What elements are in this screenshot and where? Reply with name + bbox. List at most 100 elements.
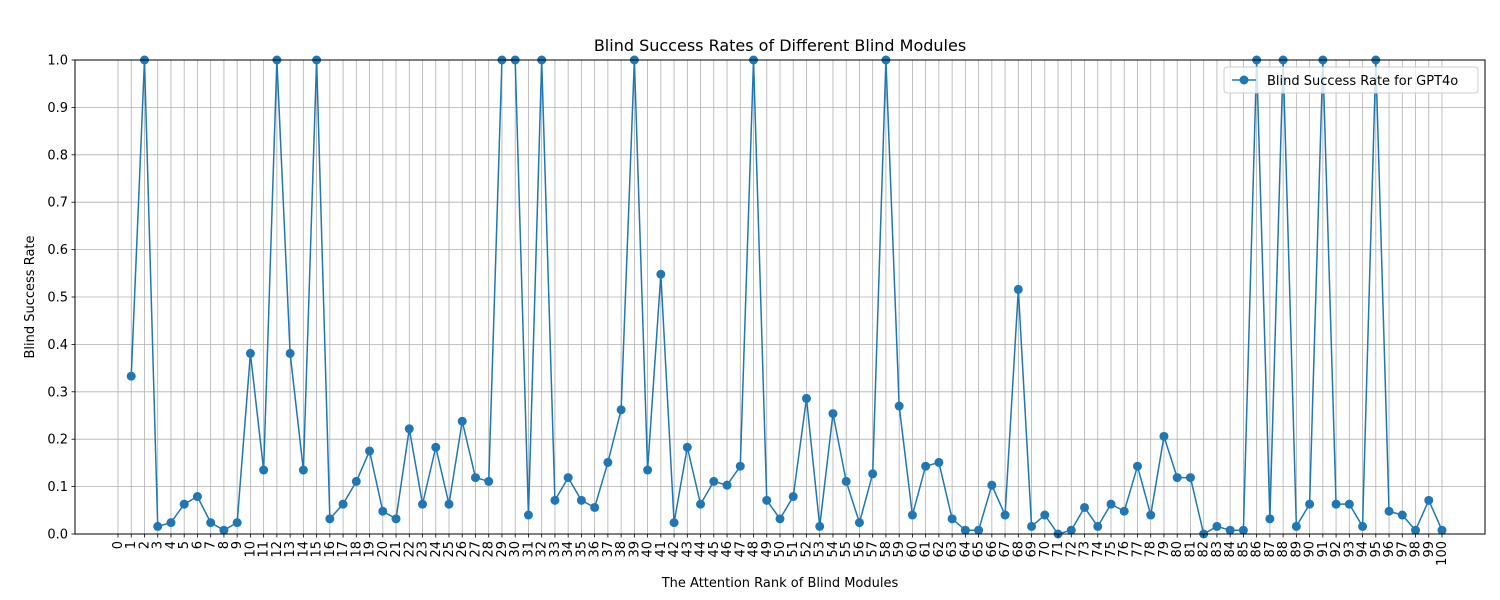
- data-point: [365, 446, 375, 456]
- x-tick-label: 19: [363, 541, 378, 558]
- data-point: [1013, 284, 1023, 294]
- data-point: [179, 499, 189, 509]
- x-tick-label: 2: [137, 541, 152, 549]
- x-tick-label: 98: [1409, 541, 1424, 558]
- x-tick-label: 3: [151, 541, 166, 549]
- data-point: [166, 518, 176, 528]
- x-tick-label: 89: [1289, 541, 1304, 558]
- x-tick-label: 70: [1038, 541, 1053, 558]
- x-tick-label: 48: [747, 541, 762, 558]
- data-point: [590, 502, 600, 512]
- x-tick-label: 92: [1329, 541, 1344, 558]
- x-tick-label: 8: [217, 541, 232, 549]
- x-tick-label: 26: [455, 541, 470, 558]
- x-tick-label: 46: [720, 541, 735, 558]
- x-tick-label: 11: [257, 541, 272, 558]
- x-tick-label: 86: [1250, 541, 1265, 558]
- x-tick-label: 45: [707, 541, 722, 558]
- x-tick-label: 0: [111, 541, 126, 549]
- x-tick-label: 24: [429, 541, 444, 558]
- y-tick-label: 0.0: [47, 528, 68, 543]
- x-tick-label: 73: [1078, 541, 1093, 558]
- x-tick-label: 51: [786, 541, 801, 558]
- x-tick-label: 57: [866, 541, 881, 558]
- x-tick-label: 42: [667, 541, 682, 558]
- x-tick-label: 30: [508, 541, 523, 558]
- data-point: [801, 393, 811, 403]
- x-tick-label: 50: [773, 541, 788, 558]
- x-tick-label: 36: [588, 541, 603, 558]
- x-tick-label: 93: [1342, 541, 1357, 558]
- x-tick-label: 38: [614, 541, 629, 558]
- data-point: [735, 461, 745, 471]
- data-point: [418, 499, 428, 509]
- data-point: [431, 442, 441, 452]
- x-tick-label: 58: [879, 541, 894, 558]
- data-point: [192, 492, 202, 502]
- data-point: [1397, 510, 1407, 520]
- x-tick-label: 97: [1395, 541, 1410, 558]
- data-point: [457, 416, 467, 426]
- x-tick-label: 88: [1276, 541, 1291, 558]
- x-tick-label: 52: [799, 541, 814, 558]
- data-point: [934, 457, 944, 467]
- data-point: [206, 518, 216, 528]
- x-tick-label: 41: [654, 541, 669, 558]
- x-tick-label: 79: [1157, 541, 1172, 558]
- x-tick-label: 15: [310, 541, 325, 558]
- x-tick-label: 80: [1170, 541, 1185, 558]
- data-point: [1027, 521, 1037, 531]
- x-tick-label: 33: [548, 541, 563, 558]
- data-point: [1159, 431, 1169, 441]
- data-point: [325, 514, 335, 524]
- data-point: [696, 499, 706, 509]
- x-tick-label: 47: [733, 541, 748, 558]
- y-ticks: 0.0 0.1 0.2 0.3 0.4 0.5 0.6 0.7 0.8 0.9 1.0: [47, 54, 75, 543]
- data-point: [285, 348, 295, 358]
- x-tick-label: 84: [1223, 541, 1238, 558]
- data-point: [828, 409, 838, 419]
- x-tick-label: 29: [495, 541, 510, 558]
- data-point: [656, 269, 666, 279]
- x-tick-label: 76: [1117, 541, 1132, 558]
- data-point: [907, 510, 917, 520]
- y-tick-label: 0.7: [47, 196, 68, 211]
- x-tick-label: 55: [839, 541, 854, 558]
- data-point: [1106, 499, 1116, 509]
- data-point: [1265, 514, 1275, 524]
- data-point: [153, 521, 163, 531]
- data-point: [338, 499, 348, 509]
- series-line: [130, 59, 1443, 535]
- x-tick-label: 64: [958, 541, 973, 558]
- data-point: [470, 473, 480, 483]
- y-tick-label: 0.5: [47, 291, 68, 306]
- x-tick-label: 32: [535, 541, 550, 558]
- x-tick-label: 43: [680, 541, 695, 558]
- data-point: [576, 495, 586, 505]
- x-tick-label: 13: [283, 541, 298, 558]
- data-point: [1411, 525, 1421, 535]
- x-tick-label: 59: [892, 541, 907, 558]
- x-tick-label: 100: [1435, 541, 1450, 566]
- x-tick-label: 81: [1183, 541, 1198, 558]
- data-point: [1119, 506, 1129, 516]
- data-point: [815, 521, 825, 531]
- x-tick-label: 20: [376, 541, 391, 558]
- x-tick-label: 44: [694, 541, 709, 558]
- data-point: [1331, 499, 1341, 509]
- data-point: [126, 371, 136, 381]
- x-tick-label: 56: [852, 541, 867, 558]
- x-axis-label: The Attention Rank of Blind Modules: [661, 576, 899, 591]
- data-point: [1185, 473, 1195, 483]
- x-ticks: 0123456789101112131415161718192021222324…: [111, 534, 1450, 566]
- legend: Blind Success Rate for GPT4o: [1223, 66, 1479, 94]
- x-tick-label: 28: [482, 541, 497, 558]
- data-point: [1358, 521, 1368, 531]
- x-tick-label: 34: [561, 541, 576, 558]
- data-point: [484, 476, 494, 486]
- x-tick-label: 21: [389, 541, 404, 558]
- x-tick-label: 25: [442, 541, 457, 558]
- data-point: [854, 518, 864, 528]
- y-tick-label: 1.0: [47, 54, 68, 69]
